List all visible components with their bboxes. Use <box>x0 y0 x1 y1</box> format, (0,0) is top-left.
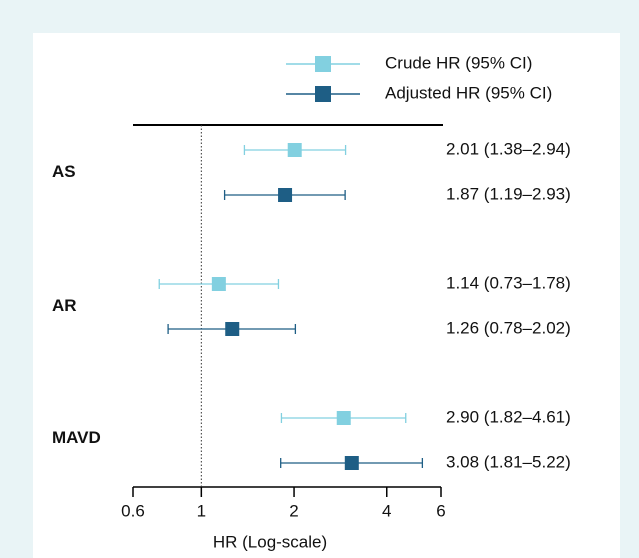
point-estimate <box>278 188 293 202</box>
point-estimate <box>225 322 240 336</box>
point-estimate <box>287 143 302 157</box>
x-tick-label: 0.6 <box>121 501 145 520</box>
value-label: 2.90 (1.82–4.61) <box>446 407 571 426</box>
category-label: MAVD <box>52 428 101 447</box>
panel <box>33 33 620 558</box>
point-estimate <box>336 411 351 425</box>
value-label: 1.87 (1.19–2.93) <box>446 184 571 203</box>
point-estimate <box>211 277 226 291</box>
legend-marker <box>315 86 331 102</box>
value-label: 2.01 (1.38–2.94) <box>446 139 571 158</box>
x-tick-label: 6 <box>436 501 445 520</box>
value-label: 3.08 (1.81–5.22) <box>446 452 571 471</box>
legend-marker <box>315 56 331 72</box>
point-estimate <box>344 456 359 470</box>
category-label: AR <box>52 296 77 315</box>
x-tick-label: 2 <box>289 501 298 520</box>
x-tick-label: 4 <box>382 501 391 520</box>
value-label: 1.26 (0.78–2.02) <box>446 318 571 337</box>
x-axis-title: HR (Log-scale) <box>213 532 327 551</box>
category-label: AS <box>52 162 76 181</box>
legend-label: Crude HR (95% CI) <box>385 53 532 72</box>
value-label: 1.14 (0.73–1.78) <box>446 273 571 292</box>
x-tick-label: 1 <box>197 501 206 520</box>
legend-label: Adjusted HR (95% CI) <box>385 83 552 102</box>
